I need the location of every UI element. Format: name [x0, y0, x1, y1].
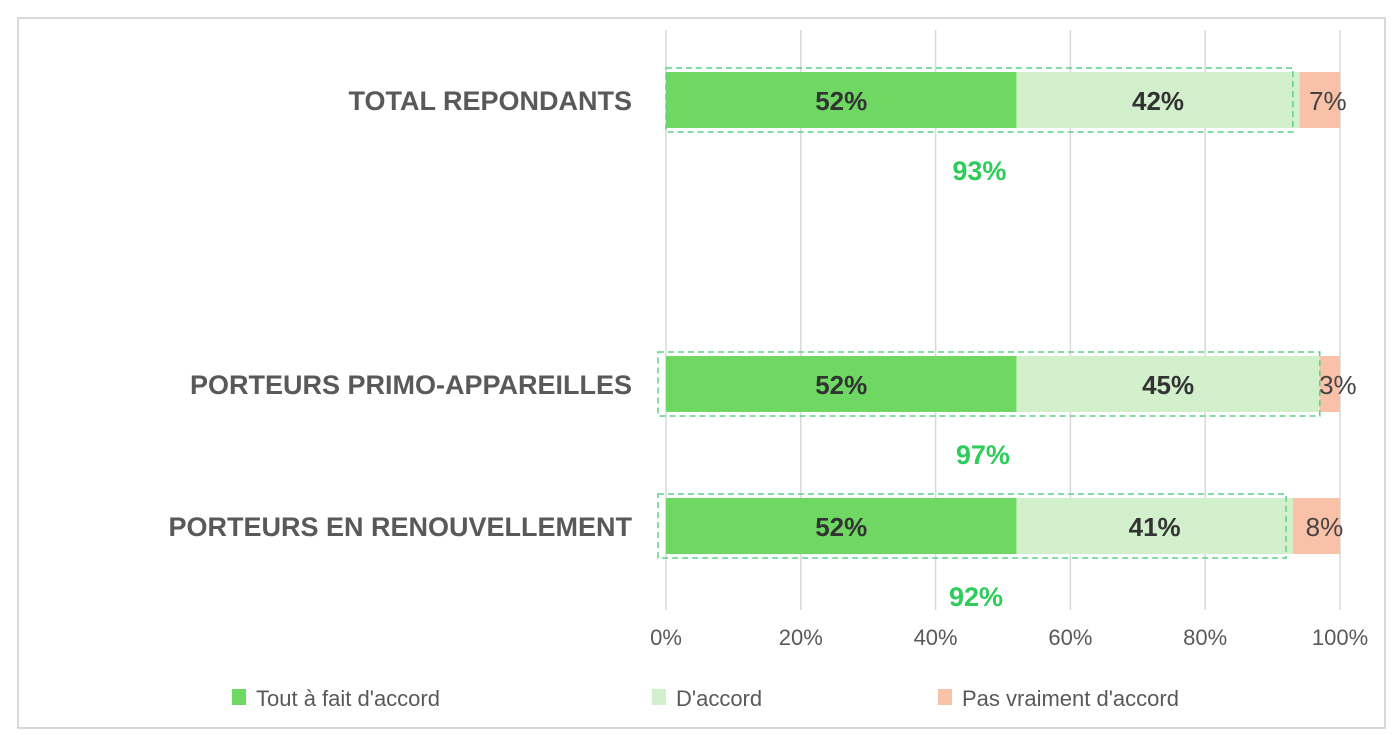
data-label: 42%	[1132, 86, 1184, 116]
bar-segment	[666, 498, 1017, 554]
legend-swatch	[938, 689, 952, 705]
legend-label: Pas vraiment d'accord	[962, 686, 1179, 711]
data-label: 45%	[1142, 370, 1194, 400]
data-label: 41%	[1129, 512, 1181, 542]
legend-label: D'accord	[676, 686, 762, 711]
data-label: 7%	[1309, 86, 1347, 116]
bar-segment	[666, 72, 1017, 128]
total-agree-box	[657, 493, 1287, 559]
bar-segment	[1016, 498, 1293, 554]
bar-segment	[666, 356, 1017, 412]
data-label: 52%	[815, 512, 867, 542]
x-tick-label: 40%	[914, 625, 958, 650]
total-agree-label: 92%	[949, 582, 1003, 612]
data-label: 3%	[1319, 370, 1357, 400]
data-label: 8%	[1306, 512, 1344, 542]
x-tick-label: 100%	[1312, 625, 1368, 650]
total-agree-label: 93%	[952, 156, 1006, 186]
x-tick-label: 0%	[650, 625, 682, 650]
total-agree-box	[665, 67, 1294, 133]
data-label: 52%	[815, 370, 867, 400]
total-agree-label: 97%	[956, 440, 1010, 470]
bar-segment	[1299, 72, 1340, 128]
category-label: PORTEURS PRIMO-APPAREILLES	[190, 370, 632, 400]
category-label: PORTEURS EN RENOUVELLEMENT	[168, 512, 632, 542]
bar-segment	[1016, 356, 1320, 412]
x-tick-label: 20%	[779, 625, 823, 650]
legend-swatch	[232, 689, 246, 705]
category-label: TOTAL REPONDANTS	[348, 86, 632, 116]
data-label: 52%	[815, 86, 867, 116]
bar-segment	[1319, 356, 1340, 412]
bar-segment	[1292, 498, 1340, 554]
x-tick-label: 80%	[1183, 625, 1227, 650]
legend-swatch	[652, 689, 666, 705]
legend-label: Tout à fait d'accord	[256, 686, 440, 711]
total-agree-box	[657, 351, 1321, 417]
bar-segment	[1016, 72, 1300, 128]
x-tick-label: 60%	[1048, 625, 1092, 650]
